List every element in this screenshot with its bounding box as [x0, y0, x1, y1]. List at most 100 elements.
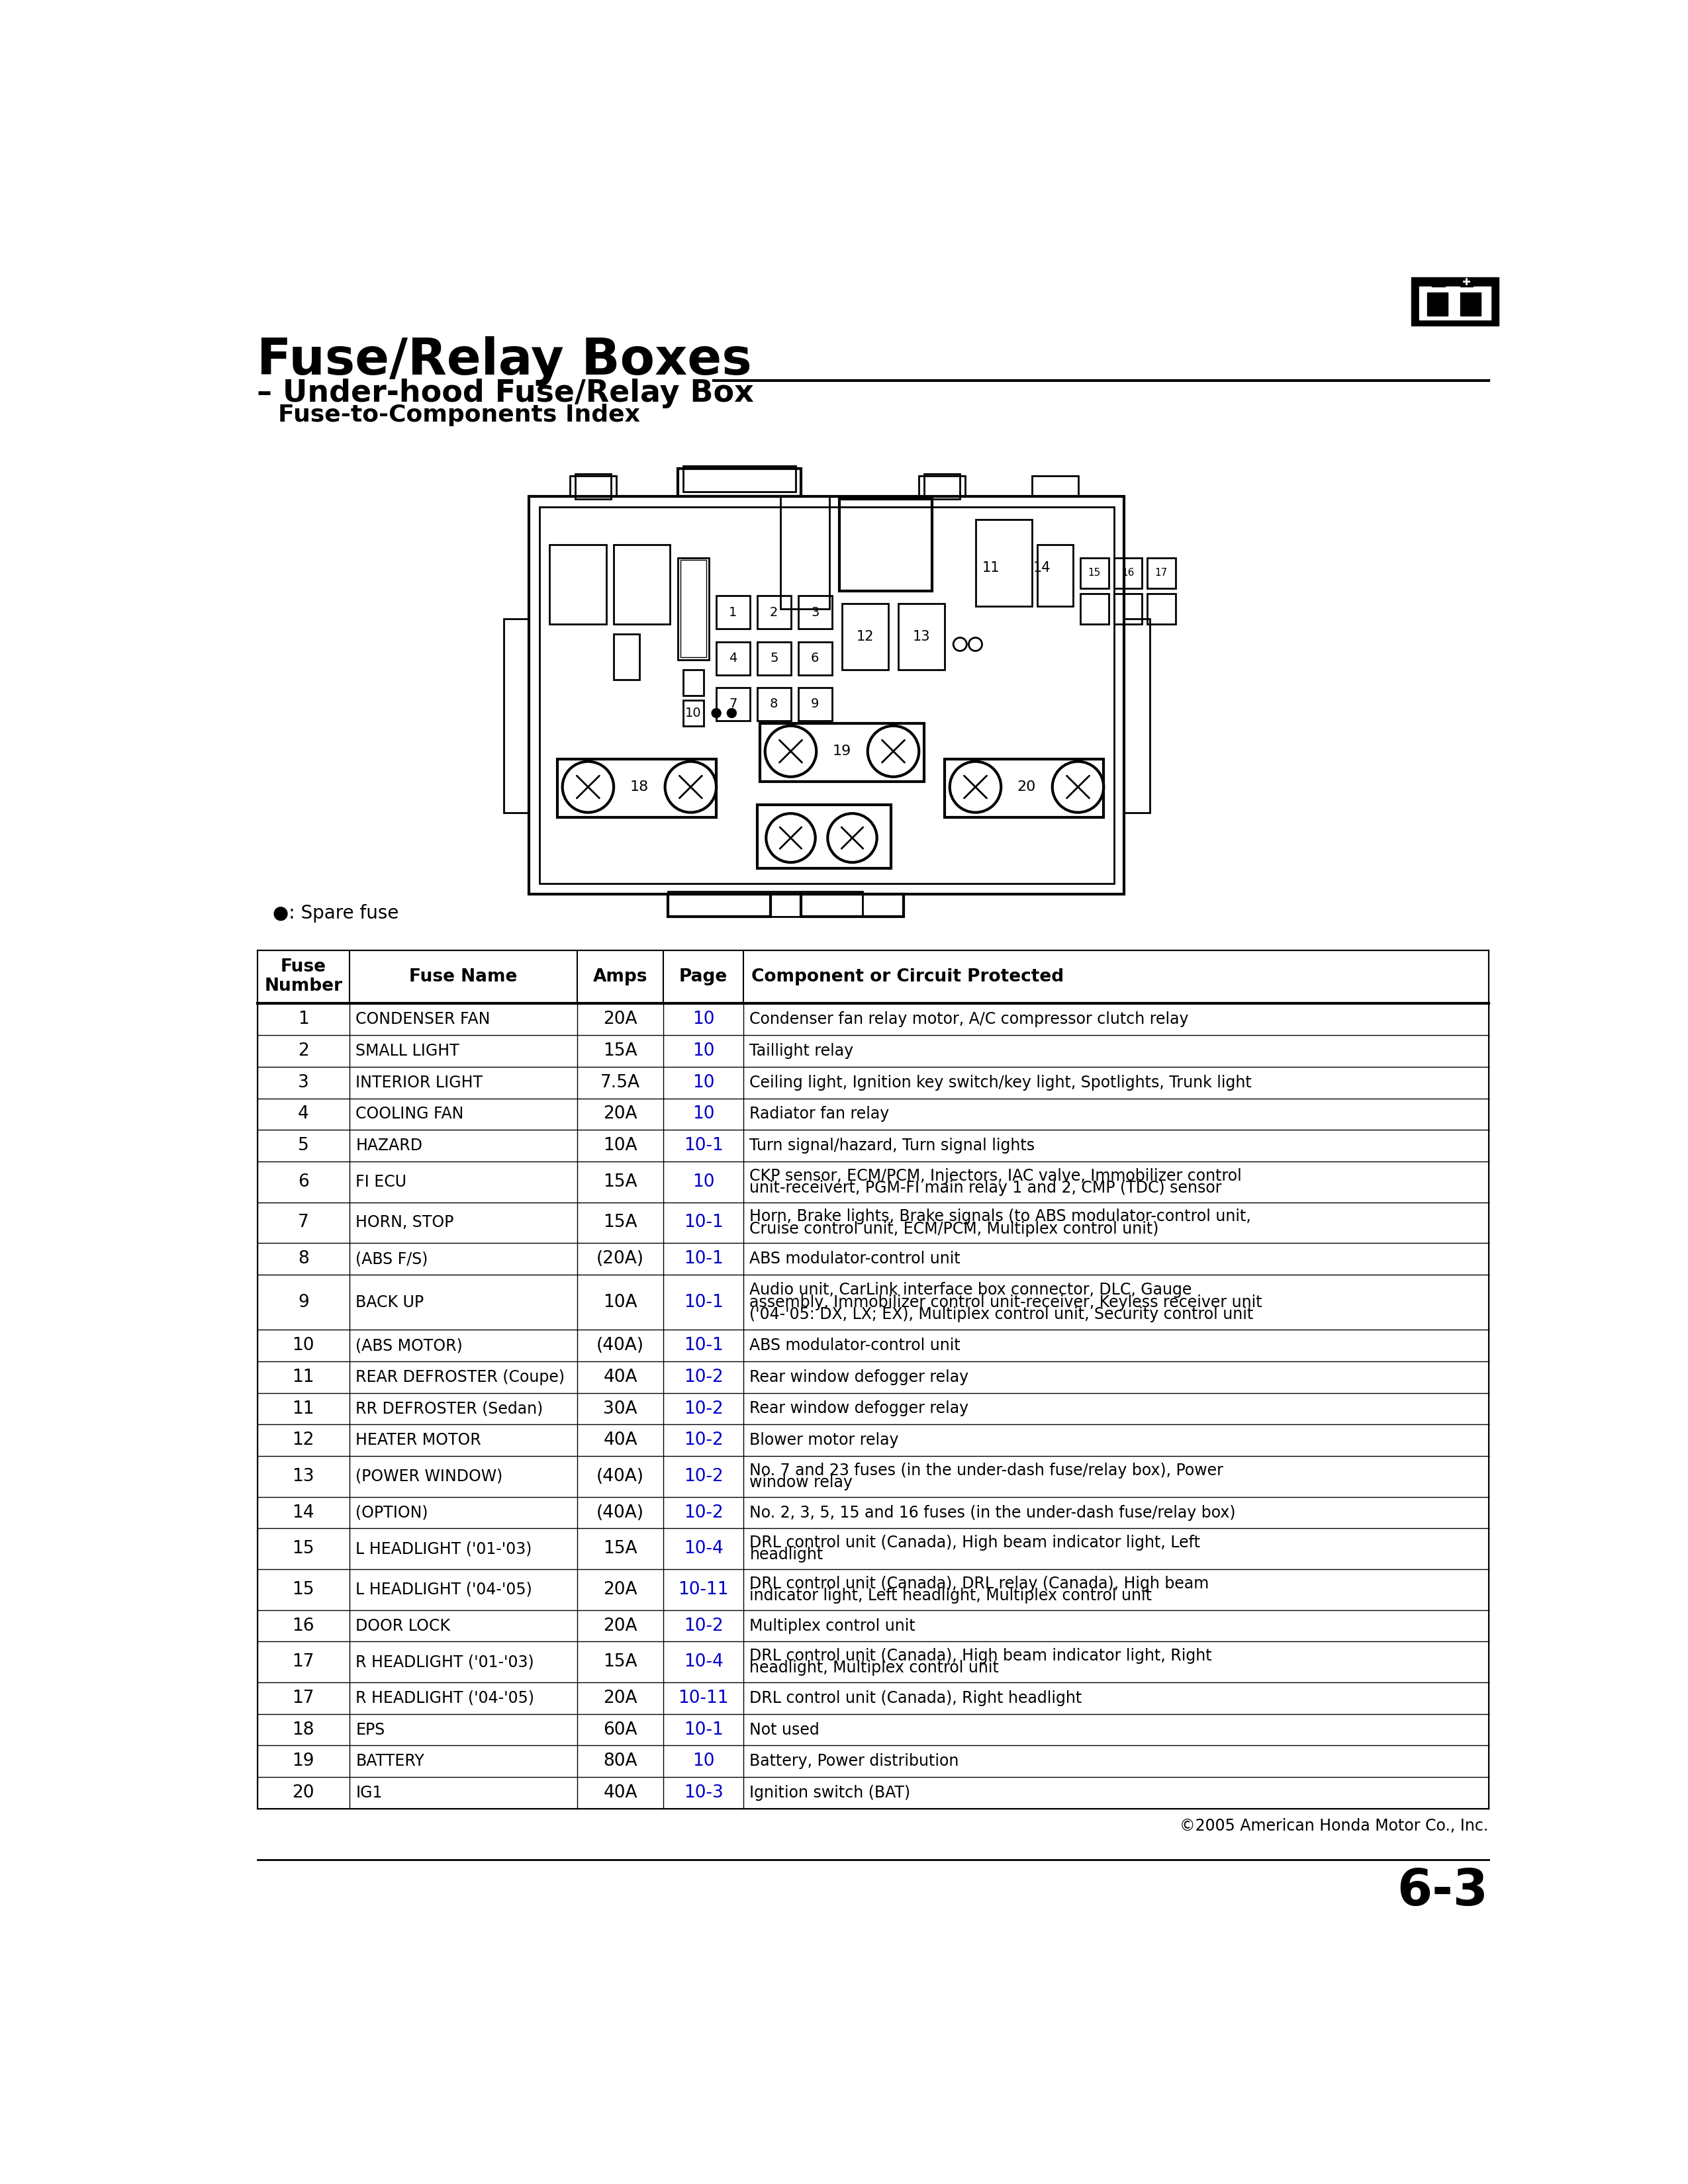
- Text: 10-4: 10-4: [684, 1540, 722, 1557]
- Text: 10-4: 10-4: [684, 1653, 722, 1671]
- Bar: [798, 642, 832, 675]
- Text: 4: 4: [729, 653, 738, 664]
- Text: 40A: 40A: [603, 1433, 638, 1448]
- Bar: [557, 760, 716, 817]
- Bar: [1411, 277, 1499, 325]
- Text: 10-1: 10-1: [684, 1214, 722, 1232]
- Text: 3: 3: [810, 607, 819, 618]
- Bar: [923, 474, 960, 498]
- Text: 10-2: 10-2: [684, 1468, 722, 1485]
- Bar: [758, 642, 790, 675]
- Bar: [1114, 557, 1143, 587]
- Text: 6-3: 6-3: [1398, 1867, 1489, 1915]
- Text: 40A: 40A: [603, 1369, 638, 1385]
- Text: Turn signal/hazard, Turn signal lights: Turn signal/hazard, Turn signal lights: [749, 1138, 1035, 1153]
- Text: 40A: 40A: [603, 1784, 638, 1802]
- Text: 1: 1: [297, 1011, 309, 1029]
- Text: 10A: 10A: [603, 1138, 638, 1155]
- Text: L HEADLIGHT ('01-'03): L HEADLIGHT ('01-'03): [356, 1542, 532, 1557]
- Text: 10: 10: [692, 1105, 714, 1123]
- Bar: [1036, 544, 1074, 605]
- Bar: [503, 618, 528, 812]
- Circle shape: [728, 708, 736, 719]
- Text: 11: 11: [982, 561, 999, 574]
- Text: BACK UP: BACK UP: [356, 1295, 424, 1310]
- Text: 10: 10: [692, 1075, 714, 1092]
- Text: 10: 10: [692, 1042, 714, 1059]
- Bar: [898, 603, 945, 670]
- Text: 10-3: 10-3: [684, 1784, 722, 1802]
- Bar: [798, 596, 832, 629]
- Text: 15: 15: [292, 1540, 314, 1557]
- Text: 16: 16: [1121, 568, 1134, 579]
- Bar: [780, 496, 829, 609]
- Bar: [945, 760, 1104, 817]
- Text: 2: 2: [770, 607, 778, 618]
- Text: (40A): (40A): [596, 1337, 645, 1354]
- Text: 20A: 20A: [603, 1616, 638, 1634]
- Text: SMALL LIGHT: SMALL LIGHT: [356, 1044, 459, 1059]
- Text: 8: 8: [297, 1249, 309, 1267]
- Text: Number: Number: [265, 978, 343, 996]
- Bar: [839, 500, 932, 592]
- Bar: [798, 688, 832, 721]
- Text: 13: 13: [913, 629, 930, 644]
- Text: Radiator fan relay: Radiator fan relay: [749, 1105, 890, 1123]
- Text: ('04-'05: DX, LX; EX), Multiplex control unit, Security control unit: ('04-'05: DX, LX; EX), Multiplex control…: [749, 1306, 1254, 1321]
- Text: 4: 4: [297, 1105, 309, 1123]
- Text: 15A: 15A: [603, 1042, 638, 1059]
- Bar: [758, 596, 790, 629]
- Text: 11: 11: [292, 1400, 314, 1417]
- Text: 13: 13: [292, 1468, 314, 1485]
- Text: Battery, Power distribution: Battery, Power distribution: [749, 1754, 959, 1769]
- Text: DRL control unit (Canada), High beam indicator light, Left: DRL control unit (Canada), High beam ind…: [749, 1535, 1200, 1551]
- Bar: [540, 507, 1114, 885]
- Text: 15A: 15A: [603, 1214, 638, 1232]
- Text: R HEADLIGHT ('01-'03): R HEADLIGHT ('01-'03): [356, 1653, 533, 1671]
- Text: 80A: 80A: [603, 1754, 638, 1769]
- Text: 10: 10: [692, 1754, 714, 1769]
- Text: 10: 10: [692, 1173, 714, 1190]
- Bar: [716, 688, 749, 721]
- Text: CONDENSER FAN: CONDENSER FAN: [356, 1011, 490, 1026]
- Bar: [758, 688, 790, 721]
- Bar: [614, 546, 670, 625]
- Text: 17: 17: [292, 1653, 314, 1671]
- Text: 2: 2: [297, 1042, 309, 1059]
- Bar: [1148, 594, 1175, 625]
- Text: Component or Circuit Protected: Component or Circuit Protected: [751, 968, 1063, 985]
- Text: HAZARD: HAZARD: [356, 1138, 422, 1153]
- Text: 12: 12: [292, 1433, 314, 1448]
- Text: 6: 6: [297, 1173, 309, 1190]
- Text: 20A: 20A: [603, 1690, 638, 1706]
- Text: 20A: 20A: [603, 1581, 638, 1599]
- Text: 10-1: 10-1: [684, 1138, 722, 1155]
- Text: 7.5A: 7.5A: [601, 1075, 640, 1092]
- Bar: [1080, 594, 1109, 625]
- Text: 15: 15: [1089, 568, 1101, 579]
- Text: DRL control unit (Canada), High beam indicator light, Right: DRL control unit (Canada), High beam ind…: [749, 1649, 1212, 1664]
- Text: 19: 19: [292, 1754, 314, 1769]
- Text: ©2005 American Honda Motor Co., Inc.: ©2005 American Honda Motor Co., Inc.: [1180, 1817, 1489, 1835]
- Text: ●: Spare fuse: ●: Spare fuse: [272, 904, 398, 922]
- Text: Audio unit, CarLink interface box connector, DLC, Gauge: Audio unit, CarLink interface box connec…: [749, 1282, 1192, 1297]
- Text: 7: 7: [729, 699, 738, 710]
- Bar: [758, 806, 891, 869]
- Text: 16: 16: [292, 1616, 314, 1634]
- Text: 10-2: 10-2: [684, 1369, 722, 1385]
- Text: 15A: 15A: [603, 1653, 638, 1671]
- Bar: [1431, 280, 1445, 286]
- Text: No. 7 and 23 fuses (in the under-dash fuse/relay box), Power: No. 7 and 23 fuses (in the under-dash fu…: [749, 1463, 1224, 1479]
- Text: window relay: window relay: [749, 1474, 852, 1489]
- Text: Fuse-to-Components Index: Fuse-to-Components Index: [279, 404, 640, 426]
- Text: 10-11: 10-11: [679, 1581, 729, 1599]
- Text: 9: 9: [297, 1293, 309, 1310]
- Text: Ignition switch (BAT): Ignition switch (BAT): [749, 1784, 910, 1802]
- Text: – Under-hood Fuse/Relay Box: – Under-hood Fuse/Relay Box: [257, 378, 755, 408]
- Circle shape: [712, 708, 721, 719]
- Text: DOOR LOCK: DOOR LOCK: [356, 1618, 451, 1634]
- Bar: [802, 893, 903, 917]
- Bar: [1460, 280, 1474, 286]
- Text: 14: 14: [292, 1505, 314, 1522]
- Text: ABS modulator-control unit: ABS modulator-control unit: [749, 1337, 960, 1354]
